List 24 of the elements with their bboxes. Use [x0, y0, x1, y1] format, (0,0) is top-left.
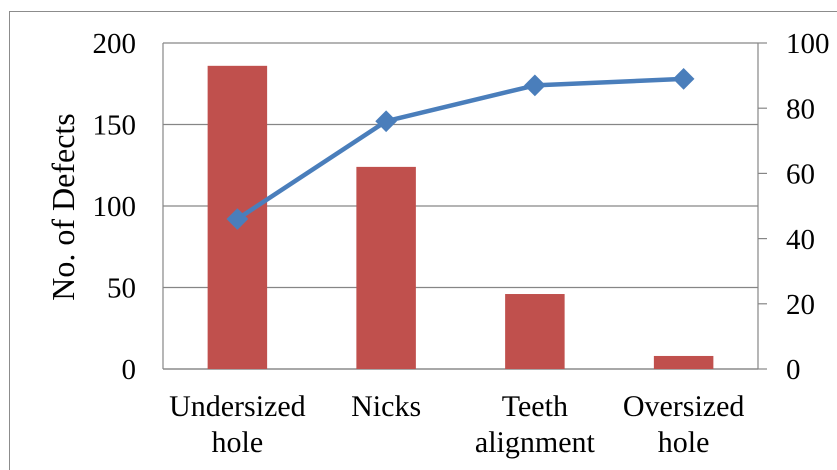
- point: [524, 74, 546, 96]
- x-tick-label: Undersized hole: [169, 390, 306, 459]
- bar: [208, 66, 268, 369]
- bar: [654, 356, 714, 369]
- y-tick-label: 100: [92, 191, 136, 224]
- point: [226, 208, 248, 230]
- y2-tick-label: 20: [786, 288, 815, 321]
- point: [375, 110, 397, 132]
- y-tick-label: 0: [122, 354, 136, 386]
- x-tick-label: Oversized hole: [622, 390, 744, 459]
- y-tick-label: 50: [107, 272, 136, 305]
- y2-tick-label: 100: [786, 28, 830, 60]
- y-tick-label: 150: [92, 110, 136, 142]
- y2-tick-label: 80: [786, 93, 815, 126]
- point: [672, 68, 694, 90]
- y-tick-label: 200: [92, 28, 136, 60]
- bar: [505, 294, 565, 369]
- y-axis-title: No. of Defects: [45, 113, 81, 301]
- bar: [356, 166, 416, 369]
- x-tick-label: Nicks: [351, 390, 422, 423]
- y2-tick-label: 40: [786, 224, 815, 256]
- x-tick-label: Teeth alignment: [474, 390, 596, 459]
- y2-tick-label: 0: [786, 354, 800, 386]
- y2-tick-label: 60: [786, 158, 815, 191]
